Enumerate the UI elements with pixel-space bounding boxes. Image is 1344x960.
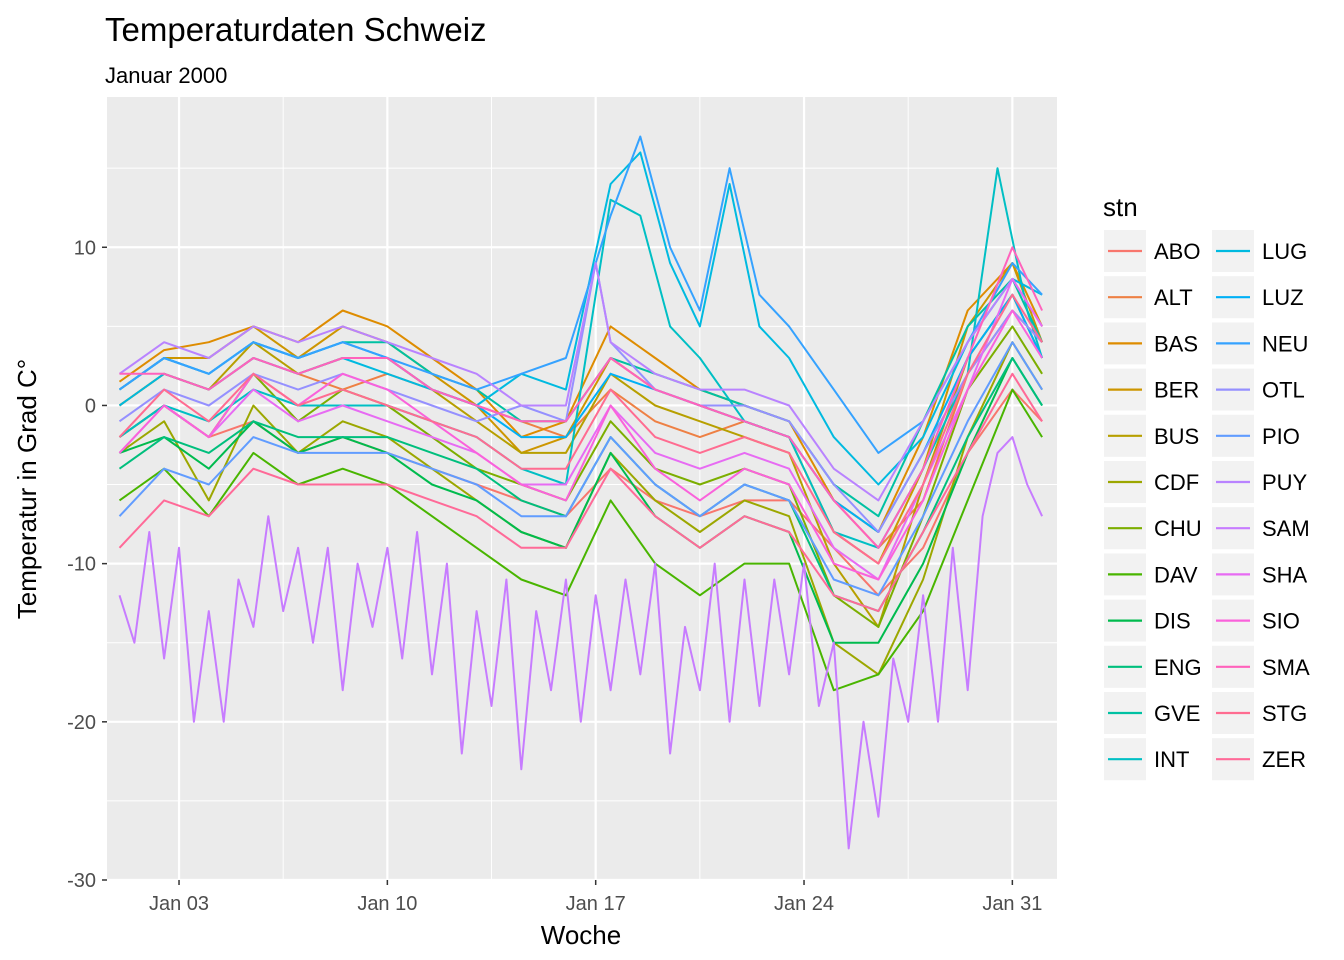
legend-label-bas: BAS [1154,331,1198,356]
legend-label-lug: LUG [1262,239,1307,264]
x-tick-label: Jan 17 [566,893,626,915]
x-tick-label: Jan 24 [774,893,834,915]
series-line-puy [118,262,1043,502]
legend-label-eng: ENG [1154,655,1202,680]
legend-title: stn [1103,192,1138,222]
series-line-zer [118,372,1043,613]
x-axis: Jan 03 Jan 10 Jan 17 Jan 24 Jan 31 [149,880,1042,915]
y-axis: -30 -20 -10 0 10 [67,237,107,892]
legend-label-sam: SAM [1262,516,1310,541]
legend-label-ber: BER [1154,378,1199,403]
series-line-pio [118,341,1043,597]
major-gridlines [107,97,1057,882]
series-lines [118,135,1044,850]
legend-label-alt: ALT [1154,285,1193,310]
legend-label-bus: BUS [1154,424,1199,449]
legend-label-abo: ABO [1154,239,1200,264]
legend-label-puy: PUY [1262,470,1308,495]
chart-subtitle: Januar 2000 [105,63,227,88]
legend-label-luz: LUZ [1262,285,1304,310]
legend-label-sma: SMA [1262,655,1310,680]
y-tick-label: 0 [85,395,96,417]
y-tick-label: -10 [67,554,96,576]
legend-label-otl: OTL [1262,378,1305,403]
x-tick-label: Jan 03 [149,893,209,915]
chart-title: Temperaturdaten Schweiz [105,11,487,48]
legend-label-zer: ZER [1262,747,1306,772]
series-line-sma [119,246,1044,549]
legend-label-sio: SIO [1262,609,1300,634]
legend-label-dis: DIS [1154,609,1191,634]
y-tick-label: 10 [74,237,96,259]
legend: stn ABO ALT BAS BER BUS CDF CHU DAV DIS ENG GVE INT… [1103,192,1310,781]
series-line-sam [118,436,1044,850]
series-line-dis [119,357,1043,644]
legend-label-dav: DAV [1154,562,1198,587]
series-line-stg [118,293,1043,565]
legend-label-cdf: CDF [1154,470,1199,495]
y-tick-label: -30 [67,870,96,892]
x-axis-label: Woche [541,920,621,950]
legend-label-stg: STG [1262,701,1307,726]
series-line-dav [118,388,1043,692]
x-tick-label: Jan 10 [357,893,417,915]
y-tick-label: -20 [67,712,96,734]
minor-gridlines [107,97,1057,880]
legend-label-gve: GVE [1154,701,1200,726]
legend-label-pio: PIO [1262,424,1300,449]
x-tick-label: Jan 31 [982,893,1042,915]
legend-label-sha: SHA [1262,562,1308,587]
series-line-sha [118,277,1043,581]
legend-label-neu: NEU [1262,331,1308,356]
legend-label-chu: CHU [1154,516,1202,541]
series-line-ber [118,262,1044,565]
y-axis-label: Temperatur in Grad C° [12,359,42,619]
legend-label-int: INT [1154,747,1189,772]
series-line-neu [118,135,1043,454]
